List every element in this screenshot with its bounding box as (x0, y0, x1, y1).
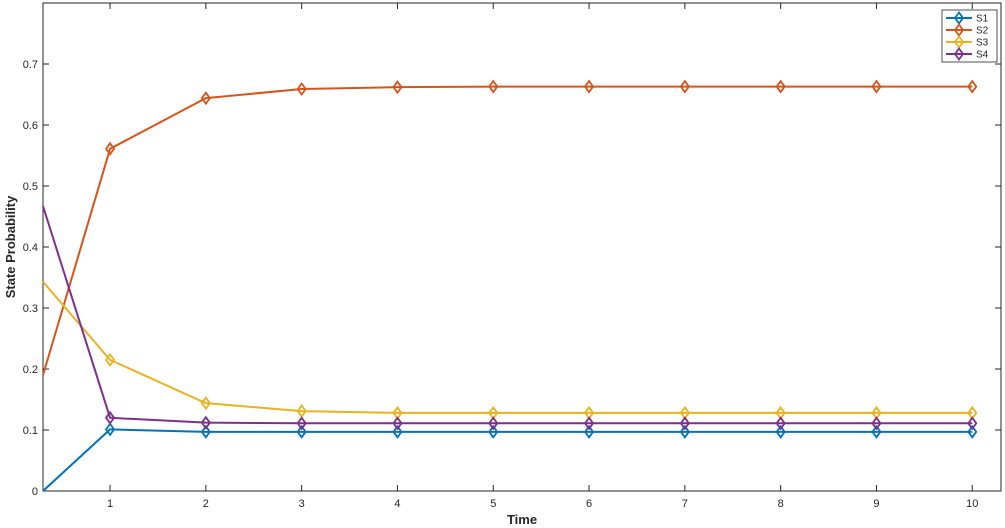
x-tick-label: 9 (873, 498, 879, 510)
data-point (392, 80, 403, 95)
legend-label: S1 (976, 14, 989, 25)
series-line-s1 (42, 428, 973, 492)
legend-label: S4 (976, 50, 989, 61)
x-tick-label: 2 (203, 498, 209, 510)
y-tick-label: 0.5 (23, 181, 38, 193)
x-tick-label: 10 (966, 498, 978, 510)
data-point (104, 410, 116, 425)
data-point (200, 415, 211, 430)
data-point (775, 424, 786, 439)
x-tick-label: 5 (490, 498, 496, 510)
data-point (871, 416, 882, 431)
y-tick-label: 0 (32, 486, 38, 498)
data-point (296, 81, 307, 97)
series-line-s2 (42, 85, 973, 376)
y-tick-label: 0.7 (23, 59, 38, 71)
data-point (775, 79, 786, 94)
data-point (104, 422, 116, 437)
legend-label: S3 (976, 38, 989, 49)
data-point (296, 424, 307, 439)
y-tick-label: 0.2 (23, 364, 38, 376)
series-s2 (42, 79, 978, 376)
data-point (679, 424, 690, 439)
legend-label: S2 (976, 26, 989, 37)
data-point (392, 424, 403, 439)
series-line-s3 (42, 281, 973, 414)
y-axis-ticks: 0 0.1 0.2 0.3 0.4 0.5 0.6 0.7 (23, 59, 1001, 498)
data-point (104, 352, 116, 367)
data-point (871, 79, 882, 94)
data-point (871, 424, 882, 439)
legend-item: S4 (946, 46, 989, 62)
data-point (679, 79, 690, 94)
data-point (775, 416, 786, 431)
data-point (967, 424, 978, 439)
x-tick-label: 1 (107, 498, 113, 510)
data-point (967, 79, 978, 94)
y-tick-label: 0.1 (23, 425, 38, 437)
data-point (488, 416, 499, 431)
data-point (679, 416, 690, 431)
series-s4 (42, 205, 978, 431)
plot-area (42, 2, 1002, 492)
x-tick-label: 3 (299, 498, 305, 510)
x-tick-label: 4 (394, 498, 400, 510)
data-point (488, 424, 499, 439)
data-point (296, 416, 307, 431)
data-point (200, 424, 211, 439)
data-point (583, 79, 595, 94)
y-axis-label: State Probability (3, 195, 18, 298)
x-tick-label: 8 (778, 498, 784, 510)
data-point (967, 416, 978, 431)
data-point (583, 416, 595, 431)
data-point (104, 141, 116, 156)
data-point (392, 416, 403, 431)
series-line-s4 (42, 205, 973, 425)
x-axis-ticks: 1 2 3 4 5 6 7 8 9 10 (107, 3, 978, 510)
y-tick-label: 0.3 (23, 303, 38, 315)
series-layer (42, 79, 978, 492)
x-tick-label: 6 (586, 498, 592, 510)
legend-marker (953, 46, 965, 62)
y-tick-label: 0.4 (23, 242, 38, 254)
data-point (200, 91, 211, 106)
y-tick-label: 0.6 (23, 120, 38, 132)
x-tick-label: 7 (682, 498, 688, 510)
data-point (488, 79, 499, 94)
series-s1 (42, 422, 978, 492)
x-axis-label: Time (507, 512, 537, 527)
data-point (200, 396, 211, 411)
data-point (583, 424, 595, 439)
